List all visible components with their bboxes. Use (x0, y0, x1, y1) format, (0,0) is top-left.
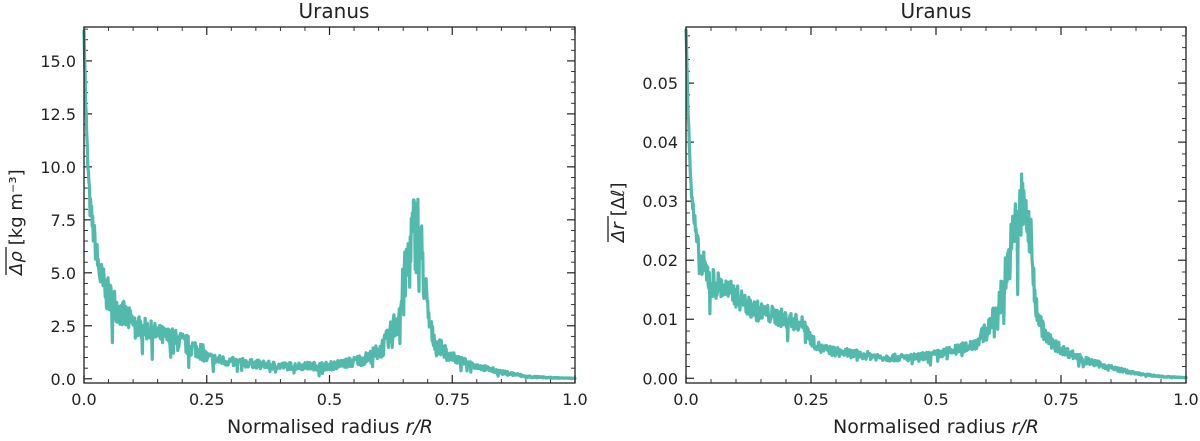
radius-panel-y-axis-unit: [Δℓ] (608, 182, 629, 216)
density-panel: Uranus 0.0 0.25 0.5 0.75 1.0 0.0 2.5 5.0 7.5 10.0… (5, 0, 588, 438)
radius-panel-x-axis-label: Normalised radius r/R (833, 416, 1039, 438)
density-panel-y-tick-label: 0.0 (51, 370, 76, 389)
density-panel-y-tick-label: 12.5 (40, 105, 76, 124)
density-panel-x-axis-label-math: r/R (406, 416, 433, 438)
density-panel-y-axis-unit: [kg m⁻³] (6, 169, 27, 245)
density-panel-x-tick-label: 1.0 (562, 390, 587, 409)
radius-panel-y-tick-label: 0.03 (642, 192, 678, 211)
density-panel-title: Uranus (299, 0, 370, 23)
density-panel-y-axis-symbol: Δρ (6, 251, 27, 277)
radius-panel-y-tick-label: 0.00 (642, 369, 678, 388)
density-panel-series-line (82, 29, 577, 381)
density-panel-plot-area (82, 29, 577, 381)
density-panel-x-tick-label: 0.25 (189, 390, 225, 409)
radius-panel-x-axis-label-math: r/R (1012, 416, 1039, 438)
density-panel-y-tick-label: 7.5 (51, 211, 76, 230)
density-panel-x-tick-label: 0.0 (71, 390, 96, 409)
density-panel-y-tick-label: 2.5 (51, 317, 76, 336)
density-panel-y-tick-label: 5.0 (51, 264, 76, 283)
radius-panel-y-axis-symbol: Δr (608, 221, 629, 244)
svg-text:Δr[Δℓ]: Δr [Δℓ] (608, 182, 629, 244)
radius-panel-x-tick-label: 0.5 (923, 390, 948, 409)
density-panel-y-tick-label: 10.0 (40, 158, 76, 177)
density-panel-x-tick-label: 0.5 (317, 390, 342, 409)
radius-panel-x-tick-label: 0.25 (793, 390, 829, 409)
radius-panel-y-tick-label: 0.01 (642, 310, 678, 329)
svg-text:Δρ[kg m⁻³]: Δρ [kg m⁻³] (6, 169, 27, 277)
density-panel-y-tick-label: 15.0 (40, 52, 76, 71)
radius-panel-y-tick-label: 0.05 (642, 74, 678, 93)
radius-panel-x-tick-label: 0.0 (673, 390, 698, 409)
radius-panel-y-axis-label: Δr [Δℓ] (607, 182, 629, 244)
radius-panel-x-axis-label-text: Normalised radius (833, 416, 1012, 438)
density-panel-x-axis-label-text: Normalised radius (227, 416, 406, 438)
density-panel-y-axis-label: Δρ [kg m⁻³] (5, 169, 27, 277)
radius-panel-y-tick-label: 0.04 (642, 133, 678, 152)
density-panel-x-axis-label: Normalised radius r/R (227, 416, 433, 438)
radius-panel-ticks: 0.0 0.25 0.5 0.75 1.0 0.00 0.01 0.02 0.03 0.04 0.0… (642, 27, 1199, 409)
radius-panel-x-tick-label: 1.0 (1173, 390, 1198, 409)
radius-panel-y-tick-label: 0.02 (642, 251, 678, 270)
radius-panel-title: Uranus (901, 0, 972, 23)
radius-panel: Uranus 0.0 0.25 0.5 0.75 1.0 0.00 0.01 0.02 0.03… (607, 0, 1199, 438)
radius-panel-x-tick-label: 0.75 (1043, 390, 1079, 409)
radius-panel-series-line (684, 28, 1188, 380)
radius-panel-plot-area (684, 28, 1188, 380)
density-panel-ticks: 0.0 0.25 0.5 0.75 1.0 0.0 2.5 5.0 7.5 10.0 12.5 15.… (40, 27, 588, 409)
density-panel-x-tick-label: 0.75 (434, 390, 470, 409)
radius-panel-frame (685, 26, 1187, 384)
density-panel-frame (83, 26, 576, 384)
